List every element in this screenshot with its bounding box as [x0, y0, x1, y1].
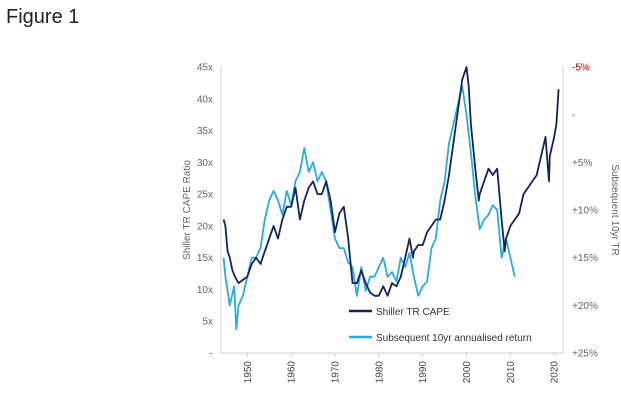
left-axis-ticks: - 5x 10x 15x 20x 25x 30x 35x 40x 45x	[197, 63, 213, 360]
left-axis-label: Shiller TR CAPE Ratio	[182, 160, 193, 260]
y-tick-label: 20x	[197, 221, 213, 232]
right-axis-ticks: -5% - +5% +10% +15% +20% +25%	[572, 63, 598, 360]
x-tick-label: 1950	[243, 361, 254, 384]
y2-tick-label: +25%	[572, 349, 598, 360]
y2-tick-label: +15%	[572, 253, 598, 264]
x-axis-ticks: 1950 1960 1970 1980 1990 2000 2010 2020	[243, 353, 561, 383]
y-tick-label: 45x	[197, 63, 213, 74]
y-tick-label: 25x	[197, 190, 213, 201]
y2-tick-label: -	[572, 110, 575, 121]
right-axis-label: Subsequent 10yr TR	[609, 164, 620, 256]
series-line-cape	[222, 66, 560, 297]
y-tick-label: 40x	[197, 94, 213, 105]
y2-tick-label: +10%	[572, 206, 598, 217]
x-tick-label: 2010	[506, 361, 517, 384]
x-tick-label: 1970	[331, 361, 342, 384]
y-tick-label: 10x	[197, 285, 213, 296]
figure-caption: Figure 1	[6, 6, 80, 28]
legend-label-cape: Shiller TR CAPE	[376, 307, 450, 318]
legend: Shiller TR CAPE Subsequent 10yr annualis…	[349, 307, 532, 344]
y2-tick-label: +20%	[572, 301, 598, 312]
y-tick-label: 30x	[197, 158, 213, 169]
series-group	[222, 66, 560, 331]
legend-label-return: Subsequent 10yr annualised return	[376, 333, 532, 344]
series-line-return	[222, 85, 516, 331]
x-tick-label: 1980	[374, 361, 385, 384]
x-tick-label: 1960	[287, 361, 298, 384]
x-tick-label: 2000	[462, 361, 473, 384]
x-tick-label: 1990	[418, 361, 429, 384]
y2-tick-label: -5%	[572, 63, 590, 74]
chart-axes	[220, 67, 564, 354]
y-tick-label: 5x	[202, 317, 213, 328]
y-tick-label: 15x	[197, 253, 213, 264]
y-tick-label: 35x	[197, 126, 213, 137]
y2-tick-label: +5%	[572, 158, 592, 169]
y-tick-label: -	[210, 349, 213, 360]
x-tick-label: 2020	[550, 361, 561, 384]
